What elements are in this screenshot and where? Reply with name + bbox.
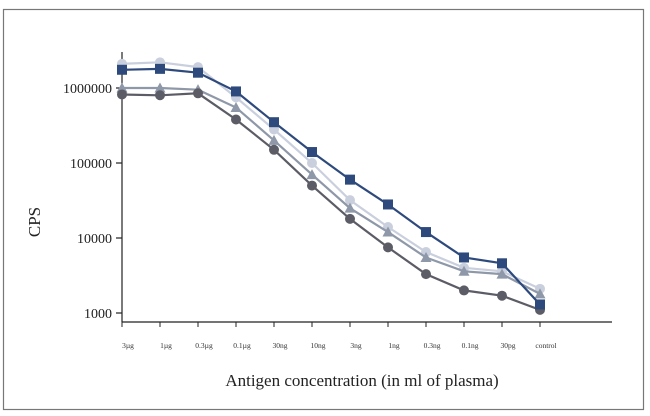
data-point [116, 82, 128, 93]
data-point [268, 134, 280, 145]
data-point [420, 251, 432, 262]
series-2 [117, 57, 545, 294]
data-point [459, 285, 469, 296]
data-point [307, 147, 317, 158]
data-point [382, 226, 394, 237]
data-point [421, 269, 431, 280]
series-4-line [121, 92, 541, 311]
x-tick-label: 0.3ng [424, 341, 441, 350]
series-1 [117, 63, 545, 310]
x-tick-label: 30ng [273, 341, 288, 350]
x-axis-title: Antigen concentration (in ml of plasma) [225, 371, 498, 390]
data-point [230, 101, 242, 112]
y-tick-label: 100000 [70, 157, 112, 172]
data-point [307, 158, 317, 168]
data-point [154, 82, 166, 93]
data-point [117, 64, 127, 75]
series-1-line [121, 67, 541, 306]
data-point [497, 258, 507, 269]
data-point [534, 288, 546, 299]
data-point [345, 195, 355, 206]
data-point [497, 290, 507, 301]
data-point [345, 174, 355, 185]
data-point [155, 63, 165, 74]
data-point [496, 268, 508, 279]
x-tick-label: 3µg [122, 341, 134, 350]
x-tick-label: 10ng [311, 341, 326, 350]
x-tick-label: 0.1ng [462, 341, 479, 350]
data-point [117, 89, 127, 100]
figure-border [2, 8, 645, 411]
data-point [193, 88, 203, 99]
x-tick-label: 1µg [160, 341, 172, 350]
data-point [269, 117, 279, 128]
series-2-line [121, 61, 541, 290]
data-point [344, 202, 356, 213]
data-point [269, 144, 279, 155]
y-tick-label: 10000 [77, 232, 112, 247]
data-point [231, 114, 241, 125]
data-point [307, 180, 317, 191]
y-tick-label: 1000 [84, 307, 112, 322]
series-3 [116, 82, 546, 299]
x-tick-label: 30pg [501, 341, 516, 350]
x-tick-label: 1ng [388, 341, 400, 350]
x-tick-label: control [535, 341, 556, 350]
data-point [383, 242, 393, 253]
data-point [458, 265, 470, 276]
data-point [535, 299, 545, 310]
y-tick-label: 1000000 [63, 82, 112, 97]
x-tick-label: 3ng [350, 341, 362, 350]
data-point [345, 213, 355, 224]
data-point [459, 252, 469, 263]
x-tick-label: 0.3µg [195, 341, 213, 350]
y-axis-title: CPS [25, 207, 44, 237]
x-axis-ticks: 3µg 1µg 0.3µg 0.1µg 30ng 10ng 3ng 1ng 0.3ng 0.1ng… [121, 322, 557, 350]
data-point [155, 90, 165, 101]
data-point [421, 227, 431, 238]
data-point [306, 169, 318, 180]
series-4 [117, 88, 545, 315]
data-point [193, 67, 203, 78]
y-axis-ticks: 1000 10000 100000 1000000 [63, 82, 122, 322]
x-tick-label: 0.1µg [233, 341, 251, 350]
data-point [231, 86, 241, 97]
data-point [383, 199, 393, 210]
series-3-line [122, 86, 541, 295]
series-layer [116, 57, 546, 315]
